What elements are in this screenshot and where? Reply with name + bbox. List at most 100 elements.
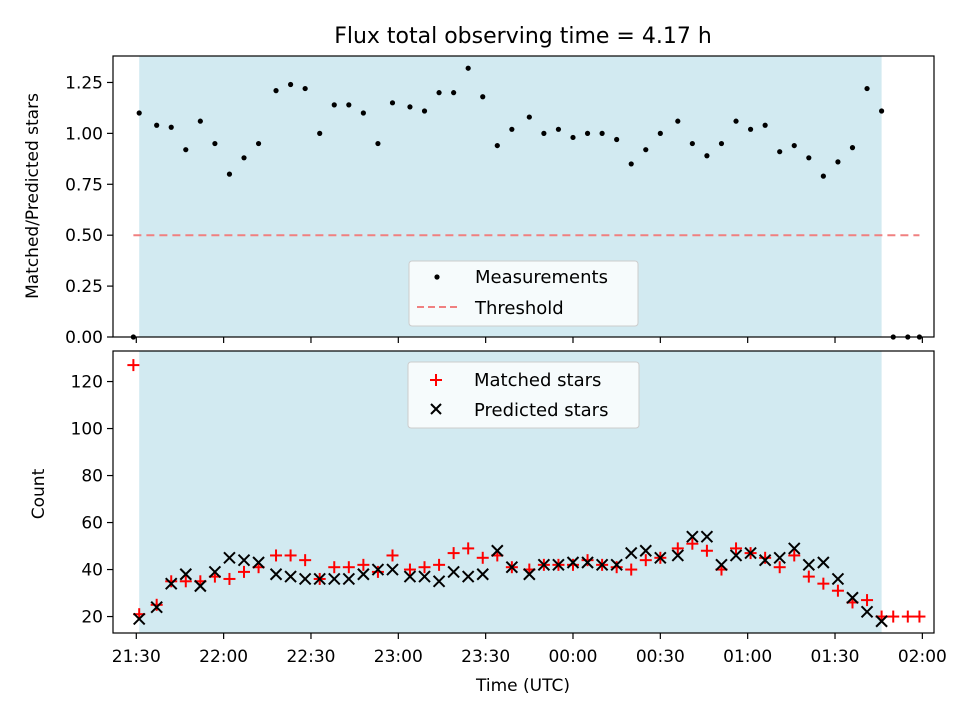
matched-star-point [447, 547, 460, 560]
measurement-point [389, 100, 396, 106]
bottom-axes-frame [112, 350, 935, 634]
measurement-point [878, 108, 885, 114]
predicted-star-point [581, 556, 594, 569]
matched-star-point [639, 554, 652, 567]
matched-star-point [223, 572, 236, 585]
matched-star-point [759, 551, 772, 564]
predicted-star-point [150, 600, 163, 614]
measurement-point [287, 81, 294, 88]
predicted-star-point [342, 572, 356, 586]
predicted-star-point [625, 546, 638, 560]
predicted-star-point [729, 549, 743, 562]
predicted-star-point [403, 570, 417, 583]
predicted-star-point [432, 575, 446, 588]
predicted-star-point [328, 572, 341, 586]
matched-star-point [686, 537, 699, 550]
measurement-point [197, 118, 203, 124]
predicted-star-point [505, 560, 519, 574]
predicted-star-point [846, 591, 859, 604]
chart-title: Flux total observing time = 4.17 h [334, 24, 712, 49]
matched-star-point [700, 544, 713, 557]
matched-star-point [773, 561, 786, 574]
predicted-star-point [223, 551, 236, 565]
y-tick-label: 0.50 [65, 226, 103, 246]
matched-star-point [476, 551, 489, 564]
top-legend: Measurements Threshold [408, 260, 639, 327]
predicted-star-point [523, 568, 536, 581]
predicted-star-point [788, 542, 801, 555]
x-tick-label: 22:00 [199, 647, 248, 667]
predicted-star-point [269, 568, 283, 581]
x-tick-label: 22:30 [286, 647, 335, 667]
x-tick-label: 00:00 [548, 647, 597, 667]
measurement-point [849, 145, 856, 151]
y-tick-label: 0.75 [65, 175, 103, 195]
measurement-point [733, 118, 739, 124]
measurement-point [570, 134, 576, 141]
predicted-star-point [671, 549, 685, 562]
measurement-point [346, 102, 352, 108]
predicted-star-point [194, 579, 207, 593]
matched-star-point [165, 575, 178, 588]
matched-star-point [861, 594, 874, 607]
legend-measurements-marker [434, 274, 440, 280]
measurement-point [718, 140, 725, 147]
legend-threshold-label: Threshold [474, 298, 564, 319]
predicted-star-point [773, 551, 786, 565]
predicted-star-point [132, 612, 146, 626]
x-tick-label: 01:00 [723, 647, 772, 667]
measurement-point [436, 90, 442, 96]
predicted-star-point [357, 568, 370, 581]
predicted-star-point [566, 556, 580, 569]
predicted-star-point [313, 572, 326, 586]
measurement-point [494, 142, 500, 149]
top-legend-box [408, 260, 639, 327]
top-y-axis-label: Matched/Predicted stars [23, 93, 43, 299]
legend-measurements-label: Measurements [475, 267, 608, 288]
matched-star-point [238, 565, 251, 578]
measurement-point [331, 102, 337, 108]
measurement-point [168, 124, 174, 130]
matched-star-point [610, 561, 623, 574]
y-tick-label: 0.25 [65, 277, 103, 297]
predicted-star-point [165, 577, 178, 590]
matched-star-point [371, 565, 384, 578]
x-tick-label: 02:00 [898, 647, 947, 667]
measurement-point [657, 130, 663, 136]
matched-star-point [817, 577, 830, 590]
measurement-point [255, 140, 262, 147]
predicted-star-point [860, 605, 874, 619]
predicted-star-point [700, 530, 714, 543]
measurement-point [465, 65, 471, 71]
y-tick-label: 60 [81, 514, 103, 534]
predicted-star-point [639, 544, 652, 557]
matched-star-point [357, 558, 370, 571]
measurement-point [675, 118, 681, 124]
matched-star-point [386, 549, 399, 562]
predicted-star-point [491, 544, 504, 557]
measurement-point [704, 153, 710, 159]
predicted-star-point [595, 558, 609, 572]
predicted-star-point [802, 558, 816, 572]
measurement-point [421, 108, 428, 114]
measurement-point [541, 130, 547, 136]
measurement-point [526, 114, 532, 120]
y-tick-label: 1.25 [65, 73, 103, 93]
predicted-star-point [179, 568, 192, 581]
predicted-star-point [208, 565, 222, 579]
bottom-panel: 20 40 60 80 100 120 21:30 22:00 22:30 23:00 23:30… [29, 350, 947, 696]
bottom-legend-box [407, 361, 640, 429]
predicted-star-point [744, 546, 757, 560]
measurement-point [777, 149, 783, 155]
y-tick-label: 100 [71, 420, 103, 440]
matched-star-point [150, 598, 163, 611]
measurement-point [806, 155, 812, 161]
x-tick-label: 23:30 [461, 647, 510, 667]
matched-star-point [299, 554, 312, 567]
matched-star-point [284, 549, 297, 562]
top-axes-frame [112, 55, 935, 338]
measurement-point [599, 130, 605, 136]
matched-star-point [403, 563, 416, 576]
y-tick-label: 80 [81, 467, 103, 487]
